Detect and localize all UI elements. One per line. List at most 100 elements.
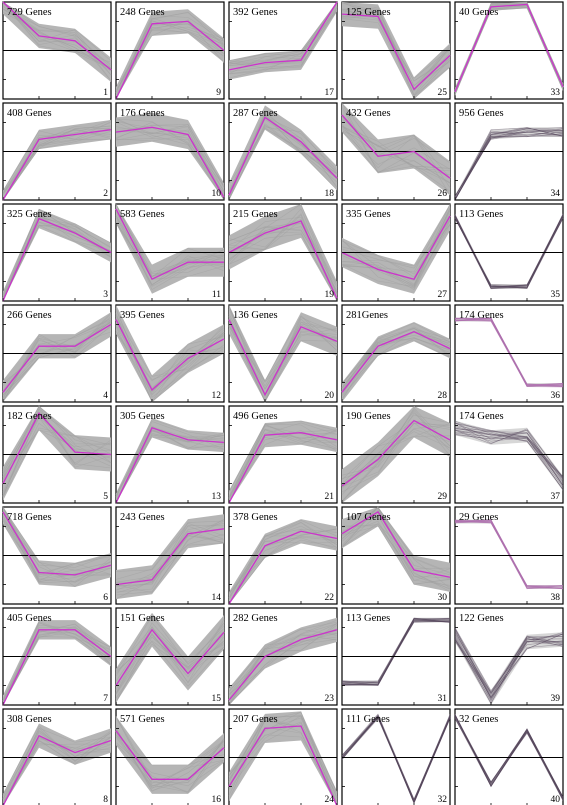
gene-count-label: 956 Genes (459, 108, 504, 119)
gene-count-label: 281Genes (346, 310, 388, 321)
cluster-number-label: 31 (438, 694, 448, 704)
gene-profile-line (341, 337, 451, 389)
cluster-number-label: 6 (103, 593, 108, 603)
gene-profile-line (454, 716, 564, 801)
gene-profile-line (454, 214, 564, 289)
gene-count-label: 248 Genes (120, 7, 165, 18)
gene-count-label: 395 Genes (120, 310, 165, 321)
gene-profile-line (341, 617, 451, 684)
gene-profile-line (341, 617, 451, 685)
expression-envelope (455, 420, 563, 491)
cluster-number-label: 16 (212, 795, 222, 805)
gene-profile-line (115, 619, 225, 703)
gene-profile-line (2, 2, 112, 69)
gene-profile-line (341, 618, 451, 684)
gene-profile-line (454, 520, 564, 589)
cluster-number-label: 26 (438, 189, 448, 199)
gene-count-label: 107 Genes (346, 512, 391, 523)
cluster-panel-20: 136 Genes 20 (228, 304, 338, 403)
gene-profile-line (341, 422, 451, 488)
gene-profile-line (454, 426, 564, 479)
cluster-number-label: 32 (438, 795, 448, 805)
gene-count-label: 571 Genes (120, 714, 165, 725)
cluster-panel-3: 325 Genes 3 (2, 203, 112, 302)
gene-profile-line (454, 636, 564, 704)
gene-profile-line (454, 715, 564, 798)
gene-profile-line (341, 618, 451, 686)
gene-profile-line (228, 429, 338, 504)
gene-profile-line (454, 632, 564, 694)
gene-profile-line (228, 214, 338, 302)
gene-profile-line (228, 721, 337, 805)
cluster-center-line (115, 628, 225, 686)
cluster-panel-37: 174 Genes 37 (454, 405, 564, 504)
gene-profile-line (341, 715, 451, 803)
gene-count-label: 325 Genes (7, 209, 52, 220)
gene-profile-line (454, 130, 564, 197)
cluster-panel-25: 125 Genes 25 (341, 1, 451, 100)
cluster-center-line (115, 528, 225, 586)
cluster-number-label: 24 (325, 795, 335, 805)
cluster-panel-36: 174 Genes 36 (454, 304, 564, 403)
gene-profile-line (454, 127, 564, 200)
gene-profile-line (341, 618, 451, 683)
gene-profile-line (341, 714, 451, 804)
gene-profile-line (2, 208, 112, 298)
gene-profile-line (454, 427, 564, 480)
cluster-center-line (228, 116, 338, 196)
gene-profile-line (2, 509, 112, 583)
gene-profile-line (341, 219, 451, 269)
cluster-panel-19: 215 Genes 19 (228, 203, 338, 302)
gene-profile-line (228, 519, 338, 598)
cluster-number-label: 15 (212, 694, 222, 704)
cluster-number-label: 3 (103, 290, 108, 300)
gene-profile-line (228, 536, 338, 605)
gene-profile-line (341, 716, 451, 803)
gene-count-label: 405 Genes (7, 613, 52, 624)
gene-profile-line (115, 134, 225, 201)
gene-profile-line (454, 215, 564, 287)
cluster-center-line (228, 725, 338, 805)
gene-profile-line (454, 431, 564, 482)
gene-profile-line (2, 422, 112, 495)
gene-profile-line (341, 507, 451, 573)
gene-profile-line (2, 126, 112, 193)
cluster-center-line (2, 323, 112, 393)
gene-profile-line (115, 717, 225, 792)
cluster-number-label: 29 (438, 492, 448, 502)
cluster-panel-24: 207 Genes 24 (228, 708, 338, 805)
gene-profile-line (341, 118, 451, 188)
gene-profile-line (2, 224, 112, 300)
gene-profile-line (454, 636, 564, 703)
gene-profile-line (2, 121, 112, 192)
cluster-number-label: 10 (212, 189, 222, 199)
gene-count-label: 190 Genes (346, 411, 391, 422)
cluster-panel-26: 432 Genes 26 (341, 102, 451, 201)
cluster-center-line (115, 208, 224, 281)
cluster-number-label: 30 (438, 593, 448, 603)
gene-profile-line (228, 231, 338, 302)
cluster-panel-10: 176 Genes 10 (115, 102, 225, 201)
cluster-number-label: 8 (103, 795, 108, 805)
gene-profile-line (341, 716, 451, 802)
cluster-center-line (115, 427, 225, 504)
gene-profile-line (115, 203, 225, 273)
gene-profile-line (454, 133, 564, 201)
gene-profile-line (115, 534, 225, 590)
gene-profile-line (454, 214, 564, 289)
gene-profile-line (454, 422, 564, 486)
expression-envelope (229, 519, 337, 604)
gene-profile-line (341, 620, 451, 686)
cluster-number-label: 2 (103, 189, 108, 199)
cluster-number-label: 28 (438, 391, 448, 401)
gene-profile-line (341, 619, 451, 685)
expression-envelope (229, 2, 337, 80)
gene-count-label: 408 Genes (7, 108, 52, 119)
gene-profile-line (454, 717, 564, 798)
gene-profile-line (341, 620, 451, 685)
gene-profile-line (454, 628, 564, 697)
gene-profile-line (228, 7, 338, 79)
gene-profile-line (454, 128, 564, 197)
gene-profile-line (341, 716, 451, 803)
gene-profile-line (115, 740, 225, 784)
